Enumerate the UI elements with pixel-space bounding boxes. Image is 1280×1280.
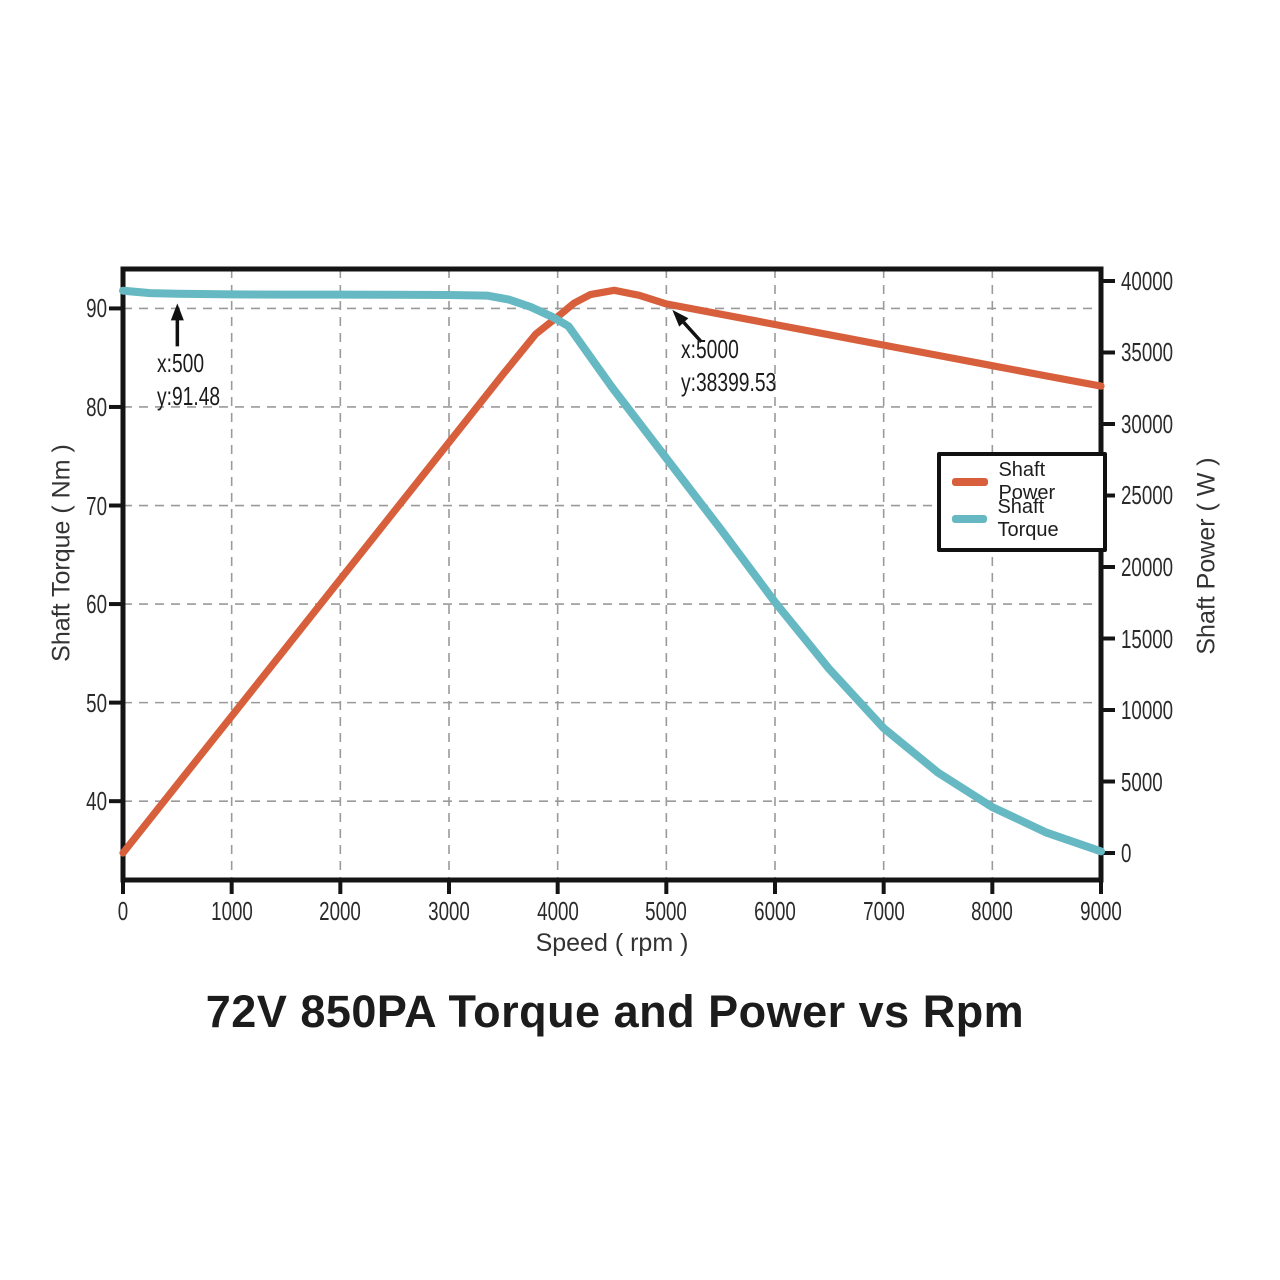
y-right-tick-label: 30000 xyxy=(1121,408,1174,439)
annotation-arrow xyxy=(682,321,703,344)
annotation-arrow xyxy=(672,309,689,327)
annotation-x500-line2: y:91.48 xyxy=(157,381,221,411)
y-right-tick-label: 20000 xyxy=(1121,551,1174,582)
y-right-tick-label: 25000 xyxy=(1121,480,1174,511)
legend-label-shaft-power: Shaft Power xyxy=(998,459,1056,504)
y-right-tick-label: 35000 xyxy=(1121,337,1174,368)
x-tick-label: 1000 xyxy=(210,896,253,926)
shaft-power-line xyxy=(119,286,1105,857)
y-right-tick-label: 5000 xyxy=(1121,766,1163,797)
y-left-axis-label: Shaft Torque ( Nm ) xyxy=(47,444,76,662)
y-left-tick-label: 60 xyxy=(86,589,107,620)
x-axis-label: Speed ( rpm ) xyxy=(535,929,689,957)
x-tick-label: 8000 xyxy=(971,896,1014,926)
y-left-tick-label: 70 xyxy=(86,490,107,521)
x-tick-label: 6000 xyxy=(754,896,796,926)
y-right-tick-label: 15000 xyxy=(1121,623,1174,654)
annotation-arrow xyxy=(170,303,184,321)
chart-title: 72V 850PA Torque and Power vs Rpm xyxy=(205,986,1025,1037)
shaft-torque-line xyxy=(119,286,1105,856)
axis-ticks xyxy=(109,278,1115,894)
y-right-tick-label: 10000 xyxy=(1121,695,1174,725)
plot-border xyxy=(120,266,1104,883)
x-tick-label: 2000 xyxy=(319,896,362,926)
y-left-tick-label: 80 xyxy=(86,391,107,422)
series-lines xyxy=(119,286,1105,857)
legend-item-shaft-power: Shaft Power xyxy=(952,459,1103,504)
annotation-x5000-line1: x:5000 xyxy=(681,334,739,364)
legend-swatch-shaft-power xyxy=(952,478,989,486)
legend-label-shaft-torque: Shaft Torque xyxy=(997,496,1059,541)
x-tick-label: 3000 xyxy=(428,896,470,926)
y-left-tick-label: 90 xyxy=(86,293,107,324)
y-right-axis-label: Shaft Power ( W ) xyxy=(1192,457,1221,655)
y-right-tick-label: 40000 xyxy=(1121,265,1174,296)
legend: Shaft Power Shaft Torque xyxy=(937,452,1107,552)
annotation-x500-line1: x:500 xyxy=(157,348,205,378)
annotation-x5000: x:5000 y:38399.53 xyxy=(681,333,776,399)
annotation-arrows xyxy=(170,303,703,347)
x-tick-label: 9000 xyxy=(1080,896,1122,926)
legend-swatch-shaft-torque xyxy=(952,515,988,523)
y-left-tick-label: 40 xyxy=(86,786,107,817)
annotation-x500: x:500 y:91.48 xyxy=(157,347,220,413)
x-tick-label: 5000 xyxy=(645,896,688,926)
x-tick-label: 7000 xyxy=(862,896,905,926)
y-right-tick-label: 0 xyxy=(1121,838,1132,868)
annotation-x5000-line2: y:38399.53 xyxy=(681,367,777,397)
y-left-tick-label: 50 xyxy=(86,687,107,718)
x-tick-label: 0 xyxy=(117,896,129,926)
x-tick-label: 4000 xyxy=(536,896,579,926)
legend-item-shaft-torque: Shaft Torque xyxy=(952,496,1103,541)
